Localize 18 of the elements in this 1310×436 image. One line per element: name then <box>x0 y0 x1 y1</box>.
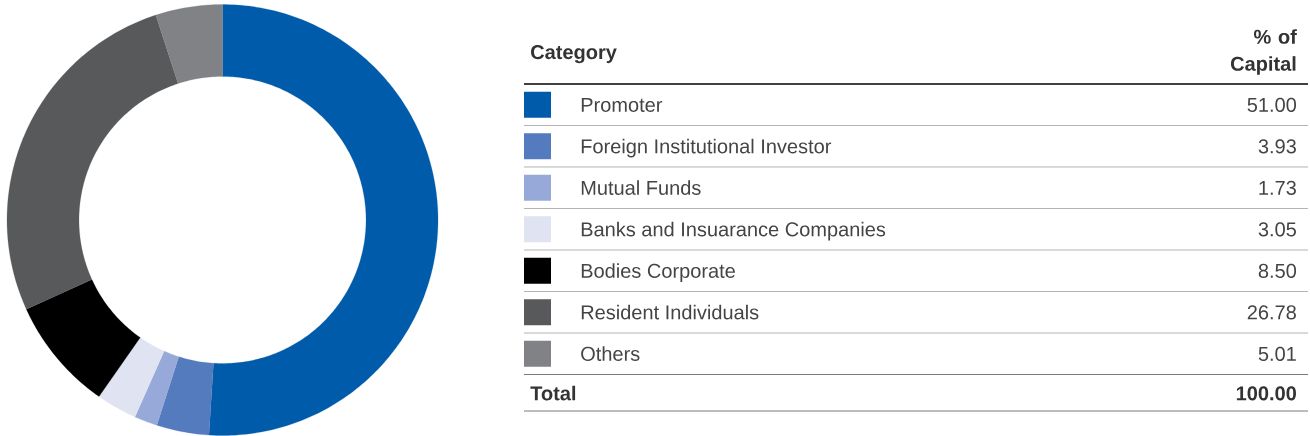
data-label: 3.93 <box>1258 139 1296 154</box>
legend-title: Category <box>531 45 617 64</box>
data-label: 26.78 <box>1247 305 1296 320</box>
legend-label: Bodies Corporate <box>581 263 735 282</box>
text: Total <box>530 385 576 401</box>
legend-label: Banks and Insuarance Companies <box>581 221 886 241</box>
legend-label: Resident Individuals <box>581 304 759 320</box>
text: % of Capital <box>1230 29 1297 75</box>
text: 100.00 <box>1236 386 1296 401</box>
data-label: 1.73 <box>1259 180 1296 195</box>
data-label: 3.05 <box>1258 222 1296 237</box>
legend-label: Promoter <box>581 97 663 112</box>
data-label: 8.50 <box>1258 263 1297 278</box>
legend-label: Others <box>581 346 640 361</box>
legend-label: Mutual Funds <box>581 180 701 195</box>
data-label: 5.01 <box>1258 346 1296 361</box>
legend-label: Foreign Institutional Investor <box>581 138 832 158</box>
data-label: 51.00 <box>1247 97 1297 112</box>
